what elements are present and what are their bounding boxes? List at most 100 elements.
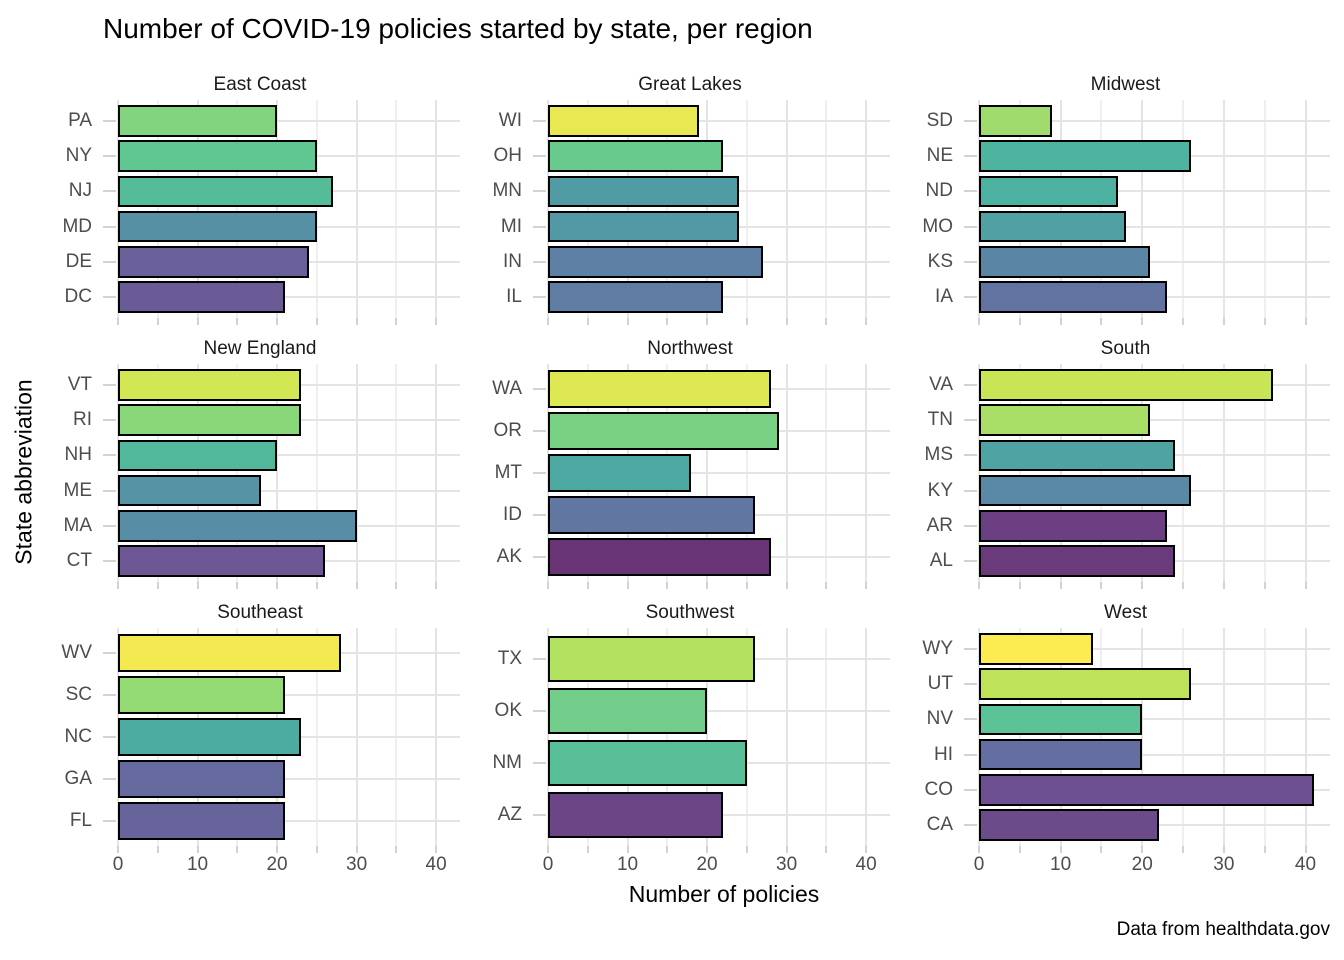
x-tick: [1263, 318, 1266, 325]
y-tick-label-VA: VA: [929, 374, 953, 396]
y-tick: [533, 472, 546, 474]
bar-IN: [548, 245, 763, 278]
bar-RI: [118, 404, 301, 437]
bar-WV: [118, 634, 341, 672]
x-axis-tick-labels: 0 10 20 30 40: [974, 846, 1330, 876]
y-tick: [964, 683, 977, 686]
x-tick: [547, 846, 549, 853]
y-gridline: [118, 694, 460, 697]
x-tick: [435, 582, 438, 589]
x-gridline: [276, 100, 279, 318]
x-gridline: [1141, 364, 1144, 582]
x-tick: [355, 846, 358, 853]
bar-MS: [979, 439, 1175, 472]
x-tick-label: 10: [1050, 854, 1072, 875]
x-gridline: [117, 364, 119, 582]
x-tick: [547, 318, 549, 325]
facet-new-england: New England VT RI NH ME MA CT: [60, 338, 460, 589]
x-tick: [785, 318, 788, 325]
chart-title: Number of COVID-19 policies started by s…: [103, 13, 813, 44]
facet-body: WI OH MN MI IN IL: [490, 100, 890, 325]
bar-CO: [979, 773, 1314, 806]
y-tick: [103, 559, 116, 562]
y-tick-label-MD: MD: [62, 215, 92, 237]
x-tick: [865, 318, 868, 325]
bar-OH: [548, 140, 723, 173]
x-gridline: [547, 100, 549, 318]
x-gridline: [117, 100, 119, 318]
y-tick: [103, 524, 116, 527]
x-tick: [117, 846, 119, 853]
bar-OK: [548, 687, 708, 735]
x-tick: [156, 846, 159, 853]
y-axis-labels: VT RI NH ME MA CT: [60, 364, 118, 582]
x-gridline: [1100, 364, 1103, 582]
facet-title: Northwest: [647, 338, 733, 359]
y-tick-label-MO: MO: [922, 215, 953, 237]
y-axis-labels: PA NY NJ MD DE DC: [60, 100, 118, 318]
y-tick-label-HI: HI: [934, 743, 953, 765]
x-gridline: [196, 364, 199, 582]
x-tick: [117, 318, 119, 325]
y-tick-label-IL: IL: [506, 285, 522, 307]
x-gridline: [1222, 100, 1225, 318]
panel: [103, 364, 460, 589]
panel: [964, 628, 1330, 853]
y-tick-label-KY: KY: [927, 479, 953, 501]
facet-east-coast: East Coast PA NY NJ MD DE DC: [60, 74, 460, 325]
x-gridline: [865, 628, 868, 846]
x-gridline: [825, 100, 828, 318]
y-tick: [533, 513, 546, 516]
x-tick: [1141, 318, 1144, 325]
x-tick: [865, 846, 868, 853]
x-gridline: [626, 100, 629, 318]
x-gridline: [666, 628, 669, 846]
y-tick: [103, 155, 116, 158]
facet-body: VA TN MS KY AR AL: [921, 364, 1330, 589]
x-gridline: [745, 628, 748, 846]
y-tick: [964, 225, 977, 228]
x-gridline: [1100, 628, 1103, 846]
y-tick: [533, 295, 546, 298]
x-tick: [196, 846, 199, 853]
bar-UT: [979, 668, 1192, 701]
y-tick-label-NC: NC: [64, 726, 92, 747]
y-tick-label-UT: UT: [927, 673, 953, 695]
y-tick: [103, 736, 116, 738]
x-tick-label: 30: [346, 854, 368, 875]
bar-MN: [548, 175, 739, 208]
x-gridline: [355, 364, 358, 582]
x-gridline: [785, 100, 788, 318]
y-tick-label-MA: MA: [63, 514, 93, 536]
bar-NJ: [118, 175, 333, 208]
panel: [964, 100, 1330, 325]
x-tick: [355, 582, 358, 589]
x-tick: [666, 582, 669, 589]
y-gridline: [118, 454, 460, 457]
y-gridline: [548, 120, 890, 123]
x-tick: [1059, 582, 1062, 589]
x-tick: [666, 846, 669, 853]
y-tick-label-GA: GA: [64, 767, 92, 789]
x-tick-label: 30: [1213, 854, 1235, 875]
bar-NE: [979, 140, 1192, 173]
x-tick: [706, 318, 709, 325]
y-gridline: [548, 710, 890, 713]
x-gridline: [196, 100, 199, 318]
x-tick: [196, 582, 199, 589]
y-tick-label-MT: MT: [494, 462, 522, 483]
bar-WA: [548, 370, 771, 408]
bar-KS: [979, 245, 1151, 278]
y-tick: [103, 295, 116, 298]
y-tick: [533, 225, 546, 228]
x-gridline: [626, 628, 629, 846]
bar-GA: [118, 760, 286, 798]
x-tick: [825, 846, 828, 853]
x-tick: [706, 582, 709, 589]
y-gridline: [118, 777, 460, 780]
y-tick-label-NJ: NJ: [68, 180, 92, 202]
bar-MD: [118, 210, 317, 243]
bar-HI: [979, 738, 1143, 771]
x-tick: [156, 318, 159, 325]
